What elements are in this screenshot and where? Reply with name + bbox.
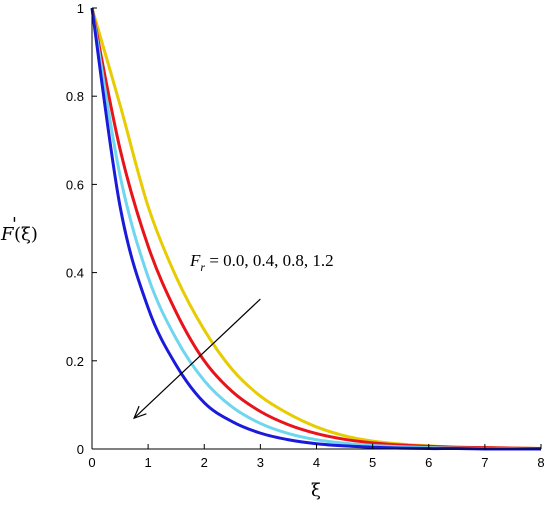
annotation-arrowhead	[133, 405, 147, 420]
annotation-symbol: F	[189, 251, 201, 270]
annotation-label: Fr = 0.0, 0.4, 0.8, 1.2	[189, 251, 334, 274]
x-tick-label: 5	[369, 455, 376, 470]
x-tick-label: 8	[537, 455, 544, 470]
x-tick-label: 1	[145, 455, 152, 470]
y-tick-label: 0	[77, 442, 84, 457]
y-axis-title-prime: '	[12, 214, 17, 235]
y-tick-label: 0.8	[66, 89, 84, 104]
y-tick-label: 0.2	[66, 354, 84, 369]
y-axis-title-main: F	[0, 224, 15, 245]
x-tick-label: 4	[313, 455, 320, 470]
x-tick-label: 3	[257, 455, 264, 470]
annotation-subscript: r	[200, 260, 205, 274]
annotation-arrow	[133, 298, 261, 419]
y-axis-title-arg: (ξ)	[14, 224, 38, 245]
y-tick-label: 0.6	[66, 177, 84, 192]
axes	[91, 8, 541, 450]
ticks: 0 1 2 3 4 5 6 7 8 0 0.2 0.4 0.6 0.8 1	[66, 1, 545, 470]
y-tick-label: 1	[77, 1, 84, 16]
x-tick-label: 2	[201, 455, 208, 470]
x-tick-label: 0	[88, 455, 95, 470]
series-line	[90, 7, 542, 451]
y-axis-title: F ' (ξ)	[0, 214, 38, 245]
y-tick-label: 0.4	[66, 266, 84, 281]
annotation: Fr = 0.0, 0.4, 0.8, 1.2	[133, 251, 334, 420]
series-line	[90, 7, 541, 451]
annotation-values: = 0.0, 0.4, 0.8, 1.2	[205, 251, 334, 270]
series-line	[90, 7, 542, 451]
x-tick-label: 6	[425, 455, 432, 470]
x-tick-label: 7	[481, 455, 488, 470]
series-layer	[90, 7, 542, 451]
series-line	[90, 7, 542, 451]
x-axis-title: ξ	[311, 480, 321, 501]
